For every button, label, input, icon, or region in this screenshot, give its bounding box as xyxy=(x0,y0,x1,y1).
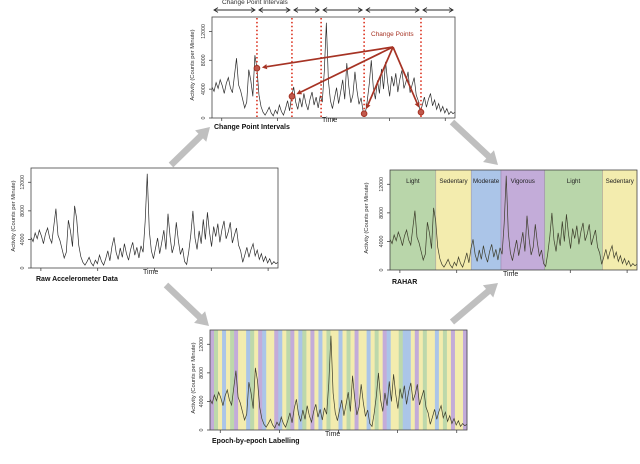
rahar-activity-series xyxy=(389,175,638,269)
rahar-x-axis-label: Time xyxy=(503,271,519,278)
cpi-top-title: Change Point Intervals xyxy=(222,0,288,6)
y-tick-label: 0 xyxy=(201,116,207,119)
cpi-interval-arrows xyxy=(213,7,454,13)
y-tick-label: 0 xyxy=(199,428,205,431)
rahar-x-axis-ticks xyxy=(399,270,628,273)
epoch-y-axis-label: Activity (Counts per Minute) xyxy=(191,342,197,414)
epoch-x-axis-ticks xyxy=(219,430,458,433)
raw-activity-series xyxy=(30,173,279,267)
rahar-band-label: Moderate xyxy=(473,178,500,185)
flow-arrows xyxy=(163,119,498,326)
rahar-band-2 xyxy=(471,170,501,270)
raw-y-axis-ticks: 0 4000 8000 12000 xyxy=(20,175,31,269)
rahar-band-label: Light xyxy=(406,178,420,185)
rahar-y-axis-label: Activity (Counts per Minute) xyxy=(364,182,370,254)
rahar-band-label: Sedentary xyxy=(439,178,468,185)
change-point-marker xyxy=(288,93,296,100)
y-tick-label: 0 xyxy=(379,268,385,271)
rahar-band-3 xyxy=(500,170,545,270)
rahar-y-axis-ticks: 0 4000 8000 12000 xyxy=(379,177,390,271)
cpi-change-point-layer xyxy=(256,18,422,118)
epoch-activity-series xyxy=(209,335,468,429)
y-tick-label: 12000 xyxy=(379,177,385,192)
cpi-change-point-dots xyxy=(253,64,425,117)
cpi-annotation-arrows xyxy=(261,46,420,110)
cpi-x-axis-ticks xyxy=(221,118,446,121)
y-tick-label: 4000 xyxy=(20,233,26,245)
rahar-caption: RAHAR xyxy=(392,279,418,286)
cpi-caption: Change Point Intervals xyxy=(214,124,290,131)
cpi-x-axis-label: Time xyxy=(322,117,338,124)
y-tick-label: 8000 xyxy=(379,207,385,219)
epoch-y-axis-ticks: 0 4000 8000 12000 xyxy=(199,337,210,431)
cpi-y-axis-label: Activity (Counts per Minute) xyxy=(190,29,196,101)
raw-y-axis-label: Activity (Counts per Minute) xyxy=(11,180,17,252)
panel-cpi: 0 4000 8000 12000 xyxy=(201,7,456,121)
change-point-marker xyxy=(417,108,425,116)
y-tick-label: 12000 xyxy=(201,24,207,39)
rahar-band-5 xyxy=(602,170,637,270)
panel-raw: 0 4000 8000 12000 xyxy=(20,167,279,271)
rahar-band-1 xyxy=(435,170,472,270)
y-tick-label: 8000 xyxy=(199,367,205,379)
cpi-y-axis-ticks: 0 4000 8000 12000 xyxy=(201,24,212,119)
change-points-annotation: Change Points xyxy=(371,31,414,38)
change-point-marker xyxy=(360,110,368,117)
rahar-activity-bands: Light Sedentary Moderate Vigorous Light Seden… xyxy=(390,170,637,270)
y-tick-label: 4000 xyxy=(199,395,205,407)
y-tick-label: 8000 xyxy=(201,54,207,66)
y-tick-label: 12000 xyxy=(199,337,205,352)
rahar-band-0 xyxy=(390,170,436,270)
rahar-band-label: Vigorous xyxy=(511,178,535,185)
y-tick-label: 4000 xyxy=(201,83,207,95)
change-point-marker xyxy=(253,64,261,72)
panel-rahar: Light Sedentary Moderate Vigorous Light Seden… xyxy=(379,169,638,273)
epoch-caption: Epoch-by-epoch Labelling xyxy=(212,438,300,445)
rahar-band-label: Sedentary xyxy=(606,178,635,185)
raw-x-axis-label: Time xyxy=(143,269,159,276)
raw-caption: Raw Accelerometer Data xyxy=(36,276,118,283)
cpi-activity-series xyxy=(211,22,456,117)
rahar-band-label: Light xyxy=(567,178,581,185)
y-tick-label: 4000 xyxy=(379,235,385,247)
y-tick-label: 12000 xyxy=(20,175,26,190)
panel-epoch: 0 4000 8000 12000 xyxy=(199,329,468,433)
rahar-band-4 xyxy=(544,170,603,270)
y-tick-label: 0 xyxy=(20,266,26,269)
raw-x-axis-ticks xyxy=(40,268,269,271)
y-tick-label: 8000 xyxy=(20,205,26,217)
epoch-x-axis-label: Time xyxy=(325,431,341,438)
epoch-epoch-stripes xyxy=(210,330,468,430)
